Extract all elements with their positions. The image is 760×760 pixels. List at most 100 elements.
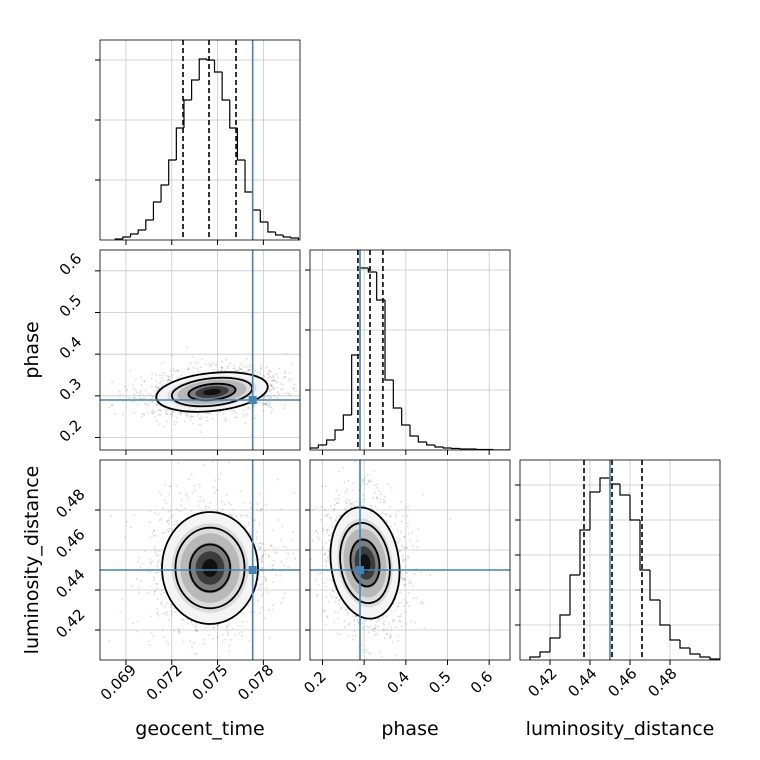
- sample-point: [267, 400, 270, 403]
- sample-point: [242, 501, 245, 504]
- sample-point: [393, 618, 396, 621]
- sample-point: [119, 393, 122, 396]
- sample-point: [381, 616, 384, 619]
- sample-point: [164, 612, 167, 615]
- sample-point: [402, 578, 405, 581]
- sample-point: [258, 547, 261, 550]
- sample-point: [403, 598, 406, 601]
- sample-point: [165, 409, 168, 412]
- sample-point: [153, 576, 156, 579]
- sample-point: [141, 563, 144, 566]
- sample-point: [200, 358, 203, 361]
- sample-point: [386, 482, 389, 485]
- sample-point: [207, 624, 210, 627]
- sample-point: [197, 412, 200, 415]
- sample-point: [161, 374, 164, 377]
- sample-point: [220, 360, 223, 363]
- sample-point: [245, 371, 248, 374]
- panel-content: [100, 250, 300, 450]
- sample-point: [397, 602, 400, 605]
- sample-point: [261, 542, 264, 545]
- histogram-bin: [689, 648, 700, 655]
- sample-point: [264, 402, 267, 405]
- sample-point: [332, 508, 335, 511]
- sample-point: [268, 403, 271, 406]
- sample-point: [317, 572, 320, 575]
- sample-point: [156, 564, 159, 567]
- sample-point: [204, 363, 207, 366]
- sample-point: [240, 611, 243, 614]
- sample-point: [256, 509, 259, 512]
- sample-point: [261, 556, 264, 559]
- sample-point: [111, 404, 114, 407]
- sample-point: [231, 627, 234, 630]
- sample-point: [152, 412, 155, 415]
- sample-point: [262, 374, 265, 377]
- sample-point: [333, 503, 336, 506]
- histogram-bin: [290, 237, 300, 240]
- sample-point: [232, 367, 235, 370]
- histogram-bin: [175, 127, 184, 160]
- sample-point: [260, 561, 263, 564]
- sample-point: [402, 514, 405, 517]
- sample-point: [365, 651, 368, 654]
- sample-point: [177, 462, 180, 465]
- sample-point: [167, 642, 170, 645]
- sample-point: [387, 623, 390, 626]
- truth-marker: [248, 396, 257, 404]
- sample-point: [150, 411, 153, 414]
- sample-point: [335, 489, 338, 492]
- sample-point: [169, 509, 172, 512]
- sample-point: [283, 375, 286, 378]
- sample-point: [349, 502, 352, 505]
- sample-point: [186, 494, 189, 497]
- sample-point: [422, 602, 425, 605]
- sample-point: [386, 628, 389, 631]
- sample-point: [256, 530, 259, 533]
- sample-point: [246, 620, 249, 623]
- sample-point: [277, 519, 280, 522]
- sample-point: [155, 380, 158, 383]
- sample-point: [347, 635, 350, 638]
- sample-point: [239, 489, 242, 492]
- sample-point: [204, 627, 207, 630]
- sample-point: [166, 380, 169, 383]
- sample-point: [160, 362, 163, 365]
- sample-point: [233, 364, 236, 367]
- sample-point: [397, 537, 400, 540]
- sample-point: [353, 620, 356, 623]
- sample-point: [208, 633, 211, 636]
- sample-point: [373, 491, 376, 494]
- sample-point: [283, 403, 286, 406]
- sample-point: [224, 418, 227, 421]
- histogram-bin: [317, 444, 327, 448]
- sample-point: [317, 583, 320, 586]
- sample-point: [403, 583, 406, 586]
- sample-point: [339, 598, 342, 601]
- sample-point: [261, 402, 264, 405]
- sample-point: [400, 500, 403, 503]
- sample-point: [405, 601, 408, 604]
- sample-point: [322, 545, 325, 548]
- sample-point: [332, 590, 335, 593]
- sample-point: [259, 546, 262, 549]
- sample-point: [204, 506, 207, 509]
- sample-point: [373, 630, 376, 633]
- sample-point: [259, 372, 262, 375]
- panel-content: [310, 460, 510, 660]
- histogram-bin: [401, 408, 410, 426]
- sample-point: [220, 369, 223, 372]
- sample-point: [390, 629, 393, 632]
- sample-point: [337, 611, 340, 614]
- sample-point: [259, 509, 262, 512]
- sample-point: [398, 550, 401, 553]
- sample-point: [205, 420, 208, 423]
- sample-point: [150, 562, 153, 565]
- histogram-bin: [569, 574, 580, 615]
- sample-point: [277, 391, 280, 394]
- sample-point: [222, 633, 225, 636]
- sample-point: [259, 585, 262, 588]
- sample-point: [386, 614, 389, 617]
- sample-point: [163, 531, 166, 534]
- sample-point: [325, 560, 328, 563]
